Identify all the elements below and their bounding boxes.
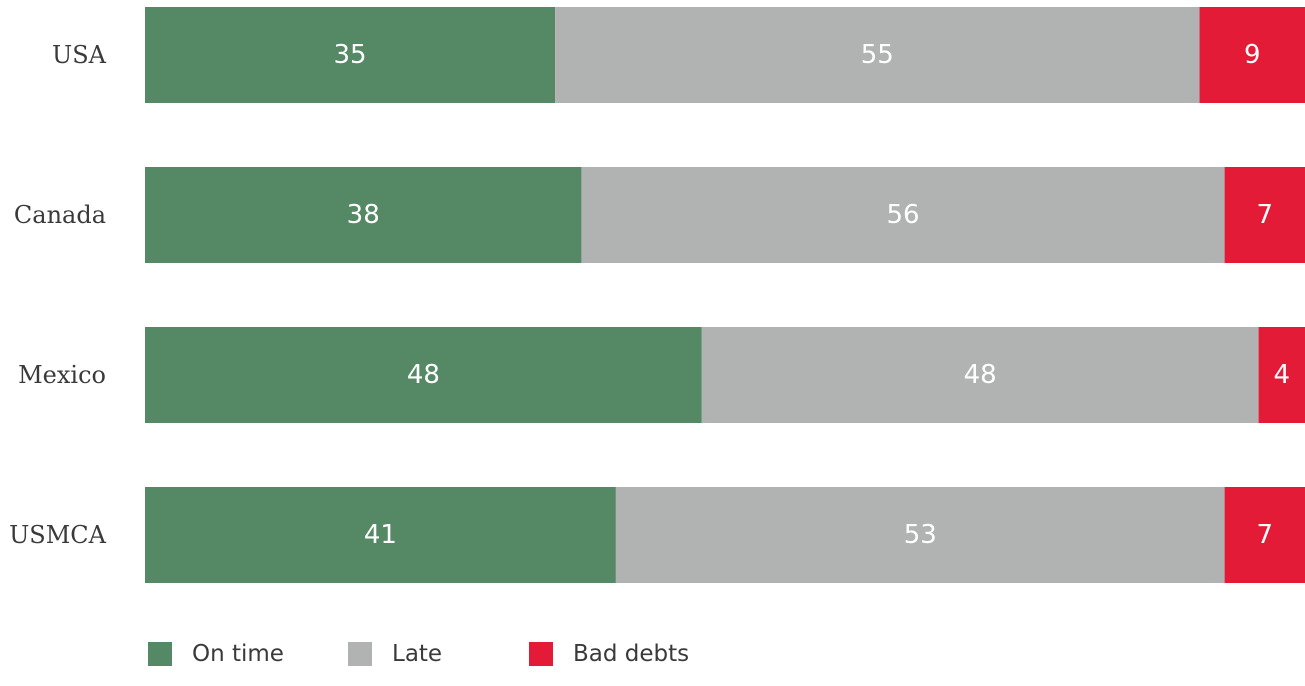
legend-swatch-bad-debts bbox=[529, 642, 553, 666]
bar-mexico-bad-debts bbox=[1258, 327, 1305, 423]
category-labels: USA Canada Mexico USMCA bbox=[9, 41, 107, 549]
legend-label-bad-debts: Bad debts bbox=[573, 641, 689, 667]
data-label-canada-late: 56 bbox=[886, 200, 919, 230]
bar-canada-late bbox=[581, 167, 1225, 263]
legend-label-late: Late bbox=[392, 641, 442, 667]
data-label-mexico-bad-debts: 4 bbox=[1274, 360, 1291, 390]
data-label-usmca-on-time: 41 bbox=[364, 520, 397, 550]
bar-mexico-late bbox=[701, 327, 1259, 423]
data-label-canada-on-time: 38 bbox=[347, 200, 380, 230]
bar-canada-on-time bbox=[145, 167, 582, 263]
data-label-usmca-late: 53 bbox=[904, 520, 937, 550]
data-label-mexico-late: 48 bbox=[964, 360, 997, 390]
bar-usa-on-time bbox=[145, 7, 556, 103]
bar-usmca-late bbox=[615, 487, 1225, 583]
legend-swatch-late bbox=[348, 642, 372, 666]
category-label-canada: Canada bbox=[14, 201, 106, 229]
legend: On time Late Bad debts bbox=[148, 641, 689, 667]
bar-mexico-on-time bbox=[145, 327, 702, 423]
data-label-usa-bad-debts: 9 bbox=[1244, 40, 1261, 70]
data-label-canada-bad-debts: 7 bbox=[1257, 200, 1274, 230]
data-label-usmca-bad-debts: 7 bbox=[1257, 520, 1274, 550]
bars-group: 35 55 9 38 56 7 48 48 4 41 53 7 bbox=[145, 7, 1305, 583]
bar-usmca-on-time bbox=[145, 487, 616, 583]
bar-usa-late bbox=[555, 7, 1200, 103]
data-label-usa-late: 55 bbox=[861, 40, 894, 70]
category-label-usmca: USMCA bbox=[9, 521, 107, 549]
bar-usmca-bad-debts bbox=[1224, 487, 1305, 583]
legend-label-on-time: On time bbox=[192, 641, 284, 667]
category-label-usa: USA bbox=[52, 41, 107, 69]
category-label-mexico: Mexico bbox=[18, 361, 106, 389]
data-label-usa-on-time: 35 bbox=[334, 40, 367, 70]
data-label-mexico-on-time: 48 bbox=[407, 360, 440, 390]
bar-canada-bad-debts bbox=[1224, 167, 1305, 263]
legend-swatch-on-time bbox=[148, 642, 172, 666]
bar-usa-bad-debts bbox=[1199, 7, 1305, 103]
